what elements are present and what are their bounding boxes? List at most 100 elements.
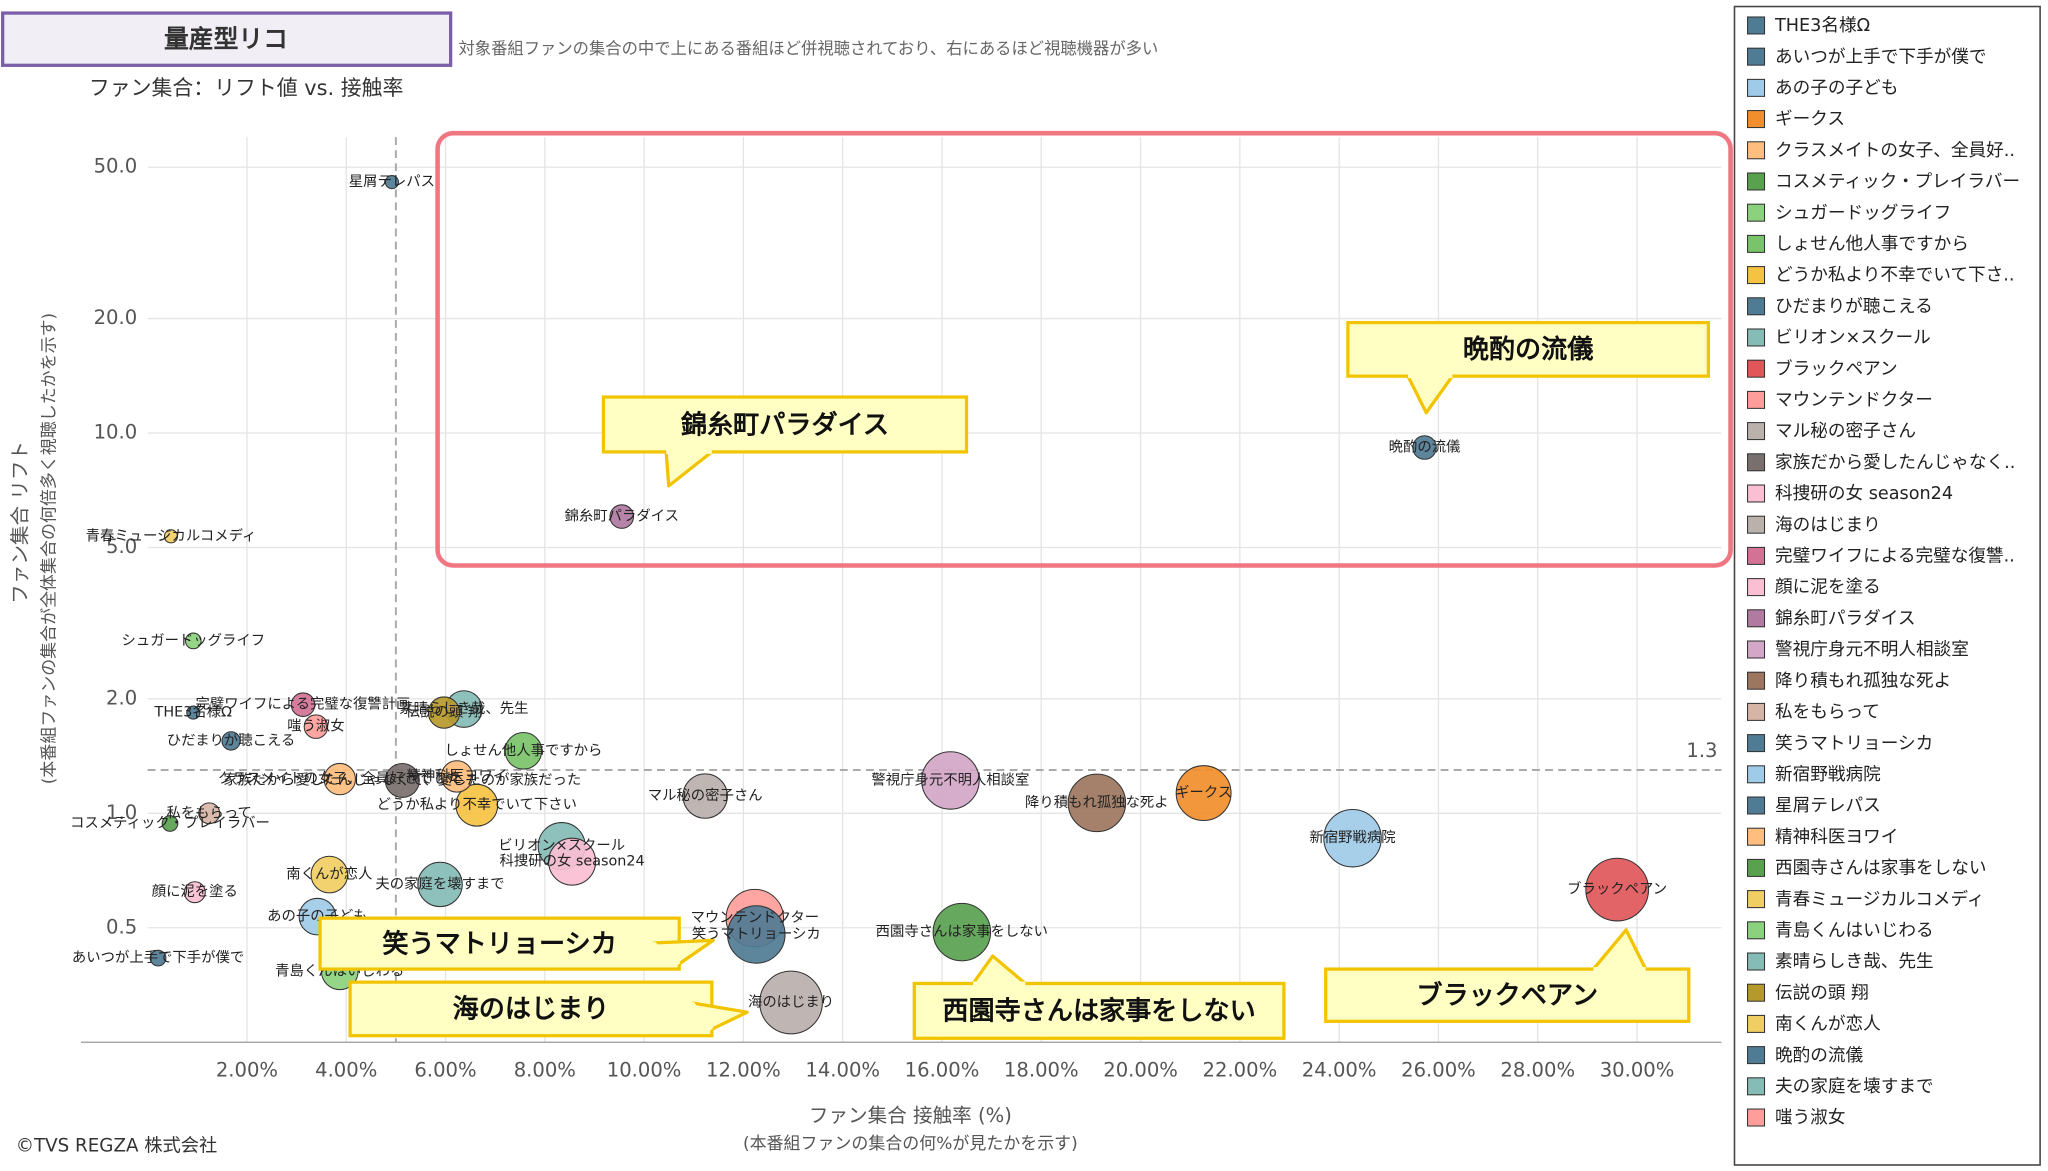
legend-label: しょせん他人事ですから xyxy=(1775,234,1969,255)
bubble xyxy=(427,696,461,729)
point-label: 海のはじまり xyxy=(748,993,834,1010)
bubble xyxy=(310,855,349,894)
legend-label: 伝説の頭 翔 xyxy=(1775,982,1869,1003)
legend-label: 降り積もれ孤独な死よ xyxy=(1775,670,1951,691)
x-tick-label: 12.00% xyxy=(706,1058,781,1081)
point-label: どうか私より不幸でいて下さい xyxy=(377,796,577,813)
legend-label: マル秘の密子さん xyxy=(1775,421,1916,442)
legend-swatch xyxy=(1747,1046,1766,1065)
x-tick-label: 10.00% xyxy=(607,1058,682,1081)
legend-swatch xyxy=(1747,110,1766,129)
subtitle: 対象番組ファンの集合の中で上にある番組ほど併視聴されており、右にあるほど視聴機器… xyxy=(458,39,1158,58)
legend-swatch xyxy=(1747,422,1766,441)
legend-label: 夫の家庭を壊すまで xyxy=(1775,1076,1934,1097)
callout-text: ブラックペアン xyxy=(1416,980,1598,1011)
legend-swatch xyxy=(1747,983,1766,1002)
highlight-box xyxy=(435,130,1733,568)
x-tick-label: 24.00% xyxy=(1302,1058,1377,1081)
legend-swatch xyxy=(1747,297,1766,316)
bubble xyxy=(417,861,463,908)
legend-label: ひだまりが聴こえる xyxy=(1775,296,1933,317)
x-tick-label: 16.00% xyxy=(905,1058,980,1081)
callout-text: 笑うマトリョーシカ xyxy=(382,928,616,959)
legend-swatch xyxy=(1747,827,1766,846)
legend-swatch xyxy=(1747,640,1766,659)
bubble xyxy=(548,837,597,886)
bubble xyxy=(303,714,329,739)
point-label: マウンテンドクター xyxy=(690,909,819,926)
point-label: ひだまりが聴こえる xyxy=(167,732,296,749)
legend-swatch xyxy=(1747,1014,1766,1033)
legend-swatch xyxy=(1747,359,1766,378)
bubble xyxy=(149,949,167,967)
legend-swatch xyxy=(1747,141,1766,160)
copyright: ©TVS REGZA 株式会社 xyxy=(16,1136,218,1157)
bubble xyxy=(932,902,992,962)
bubble xyxy=(184,632,202,650)
bubble xyxy=(384,175,399,190)
callout-pointer xyxy=(1592,928,1648,971)
x-tick-label: 14.00% xyxy=(805,1058,880,1081)
legend-label: ビリオン×スクール xyxy=(1775,327,1931,348)
y-tick-label: 0.5 xyxy=(106,915,137,938)
legend-swatch xyxy=(1747,546,1766,565)
legend-label: 完璧ワイフによる完璧な復讐.. xyxy=(1775,546,2015,567)
legend-label: コスメティック・プレイラバー xyxy=(1775,171,2020,192)
callout-box xyxy=(601,395,969,454)
point-label: クラスメイトの女子、全員好きでした xyxy=(218,769,462,787)
callout-pointer xyxy=(1406,375,1454,415)
legend-label: 警視庁身元不明人相談室 xyxy=(1775,639,1969,660)
legend-label: 西園寺さんは家事をしない xyxy=(1775,858,1987,879)
legend-swatch xyxy=(1747,16,1766,35)
bubble xyxy=(440,760,474,793)
chart-title: ファン集合：リフト値 vs. 接触率 xyxy=(89,76,404,100)
x-tick-label: 4.00% xyxy=(315,1058,377,1081)
legend-swatch xyxy=(1747,921,1766,940)
legend-label: ギークス xyxy=(1775,109,1845,130)
title-box xyxy=(1,11,453,67)
x-tick-label: 28.00% xyxy=(1500,1058,1575,1081)
legend-swatch xyxy=(1747,578,1766,597)
x-tick-label: 2.00% xyxy=(216,1058,278,1081)
point-label: 警視庁身元不明人相談室 xyxy=(871,771,1029,788)
y-axis-subtitle: (本番組ファンの集合が全体集合の何倍多く視聴したかを示す) xyxy=(40,313,60,784)
legend-label: 精神科医ヨワイ xyxy=(1775,826,1898,847)
legend-label: 星屑テレパス xyxy=(1775,796,1881,816)
bubble xyxy=(1323,808,1382,868)
legend-swatch xyxy=(1747,858,1766,877)
y-tick-label: 1.0 xyxy=(106,801,137,824)
point-label: 晩酌の流儀 xyxy=(1389,438,1461,456)
point-label: 科捜研の女 season24 xyxy=(500,852,645,870)
point-label: 伝説の頭 翔 xyxy=(406,704,482,721)
legend-swatch xyxy=(1747,765,1766,784)
point-label: コスメティック・プレイラバー xyxy=(70,815,270,832)
point-label: 新宿野戦病院 xyxy=(1309,829,1395,846)
callout-box xyxy=(1346,320,1711,378)
callout-box xyxy=(1324,967,1691,1023)
y-tick-label: 2.0 xyxy=(106,686,137,709)
callout-text: 西園寺さんは家事をしない xyxy=(942,996,1255,1027)
point-label: 顔に泥を塗る xyxy=(152,882,238,900)
point-label: 完璧ワイフによる完璧な復讐計画 xyxy=(196,695,411,713)
legend-label: ブラックペアン xyxy=(1775,357,1898,379)
reference-label: 1.3 xyxy=(1686,739,1717,762)
y-tick-label: 10.0 xyxy=(94,421,138,444)
callout-pointer xyxy=(653,938,715,966)
legend-swatch xyxy=(1747,890,1766,909)
point-label: 嗤う淑女 xyxy=(287,717,344,735)
callout-pointer xyxy=(971,954,1027,985)
point-label: 南くんが恋人 xyxy=(286,865,372,883)
point-label: 降り積もれ孤独な死よ xyxy=(1025,794,1169,811)
legend-swatch xyxy=(1747,734,1766,753)
x-tick-label: 26.00% xyxy=(1401,1058,1476,1081)
bubble xyxy=(727,905,786,964)
point-label: 西園寺さんは家事をしない xyxy=(876,923,1048,940)
point-label: ギークス xyxy=(1175,784,1232,801)
bubble xyxy=(1067,773,1127,833)
y-axis-title: ファン集合 リフト xyxy=(8,441,31,604)
legend-swatch xyxy=(1747,671,1766,690)
point-label: しょせん他人事ですから xyxy=(444,742,602,759)
legend-label: THE3名様Ω xyxy=(1774,15,1870,36)
legend-swatch xyxy=(1747,515,1766,534)
